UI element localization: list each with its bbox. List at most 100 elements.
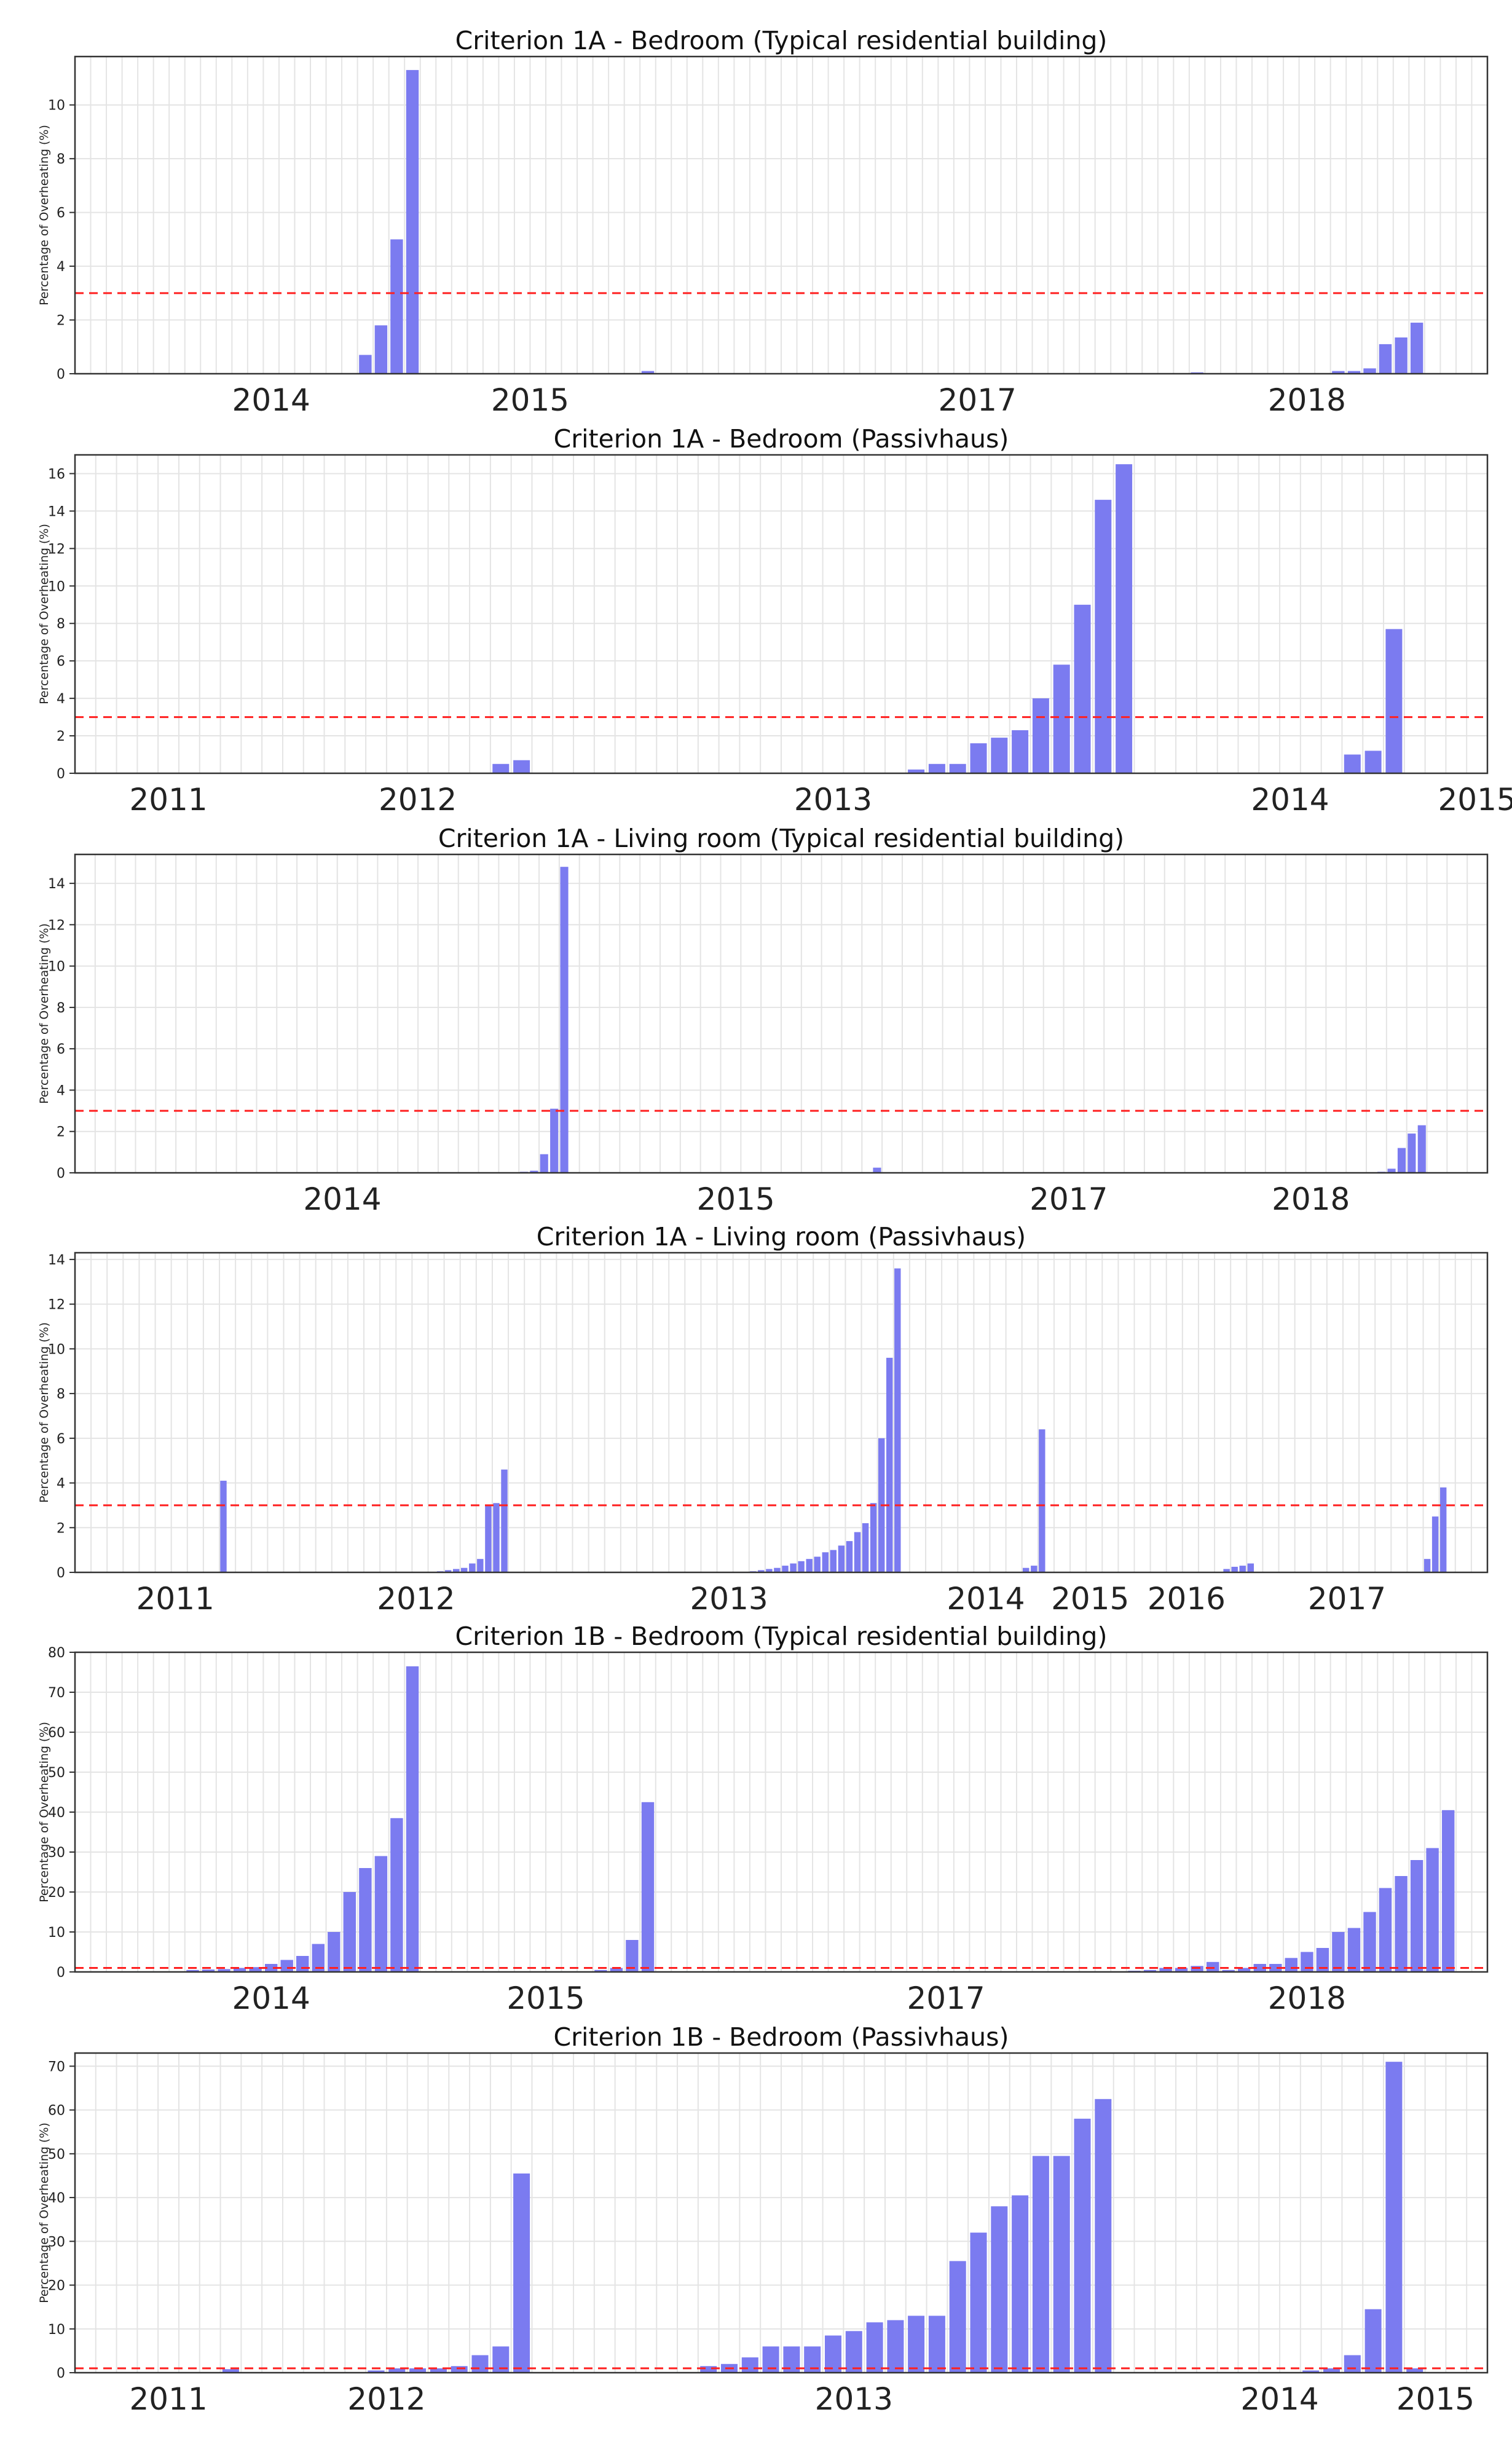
x-tick-label: 2015 — [491, 382, 569, 418]
bar — [1023, 1567, 1030, 1572]
y-tick-label: 4 — [57, 259, 65, 275]
bar — [1385, 629, 1403, 773]
x-tick-label: 2012 — [379, 782, 457, 818]
y-tick-label: 10 — [48, 1342, 65, 1357]
bar — [218, 1969, 230, 1972]
bar — [1031, 1566, 1038, 1572]
y-axis-label: Percentage of Overheating (%) — [37, 923, 51, 1104]
chart-title: Criterion 1A - Bedroom (Passivhaus) — [554, 424, 1009, 454]
bar — [1379, 1888, 1392, 1972]
x-tick-label: 2014 — [232, 1981, 310, 2016]
x-tick-label: 2014 — [947, 1581, 1025, 1617]
bar — [862, 1523, 869, 1572]
bar — [1253, 1964, 1266, 1972]
y-tick-label: 0 — [57, 1566, 65, 1581]
x-tick-label: 2014 — [1251, 782, 1329, 818]
bar — [700, 2366, 717, 2373]
plot-frame — [74, 55, 1489, 375]
x-tick-label: 2018 — [1268, 1981, 1346, 2016]
bar — [854, 1532, 861, 1572]
x-tick-label: 2017 — [1030, 1181, 1108, 1217]
bar — [928, 763, 945, 773]
bar — [550, 1108, 559, 1173]
bar — [741, 2357, 758, 2373]
y-tick-label: 8 — [57, 1001, 65, 1016]
bar — [1344, 2355, 1361, 2373]
bar — [492, 763, 510, 773]
bar — [774, 1567, 781, 1572]
y-tick-label: 10 — [48, 98, 65, 114]
x-tick-label: 2017 — [907, 1981, 985, 2016]
x-tick-label: 2014 — [1240, 2381, 1318, 2417]
chart-panel-3: 0 2 4 6 8 10 12 14 Percentage of Overheating (%)… — [37, 824, 1489, 1217]
y-tick-label: 16 — [48, 467, 65, 482]
bar — [485, 1505, 492, 1572]
bar — [1039, 1429, 1045, 1572]
bar — [430, 2368, 447, 2373]
bar — [328, 1932, 341, 1972]
y-tick-label: 6 — [57, 1042, 65, 1057]
bar — [1344, 754, 1361, 773]
x-tick-label: 2016 — [1148, 1581, 1226, 1617]
bar — [928, 2316, 945, 2373]
bar — [626, 1940, 639, 1972]
bar — [368, 2370, 385, 2373]
bar — [312, 1944, 325, 1972]
y-tick-label: 8 — [57, 617, 65, 632]
bar — [790, 1563, 797, 1572]
y-axis-label: Percentage of Overheating (%) — [37, 125, 51, 306]
bar — [220, 1480, 227, 1572]
bar — [233, 1968, 246, 1972]
bar — [451, 2366, 468, 2373]
x-tick-label: 2011 — [129, 2381, 207, 2417]
bar — [343, 1892, 356, 1972]
bar — [1347, 371, 1361, 374]
y-tick-label: 20 — [48, 2279, 65, 2294]
plot-frame — [74, 853, 1489, 1174]
bar — [610, 1968, 623, 1972]
bar — [359, 1868, 372, 1972]
y-tick-label: 2 — [57, 1125, 65, 1140]
bar — [406, 69, 419, 374]
x-tick-label: 2013 — [794, 782, 872, 818]
y-tick-label: 4 — [57, 1083, 65, 1098]
bar — [1143, 1969, 1157, 1973]
y-tick-label: 80 — [48, 1646, 65, 1661]
y-tick-label: 14 — [48, 877, 65, 892]
y-axis-label: Percentage of Overheating (%) — [37, 1322, 51, 1503]
bar — [845, 2331, 862, 2373]
chart-panel-2: 0 2 4 6 8 10 12 14 16 Percentage of Overheating (… — [37, 424, 1512, 818]
bar — [1012, 2195, 1029, 2373]
y-tick-label: 30 — [48, 1845, 65, 1861]
bar — [830, 1550, 837, 1572]
x-tick-label: 2018 — [1272, 1181, 1350, 1217]
y-tick-label: 10 — [48, 1925, 65, 1941]
y-tick-label: 4 — [57, 692, 65, 707]
y-tick-label: 12 — [48, 1298, 65, 1313]
bar — [390, 239, 403, 374]
bar — [1222, 1969, 1235, 1973]
bar — [1238, 1968, 1251, 1972]
bar — [1231, 1566, 1238, 1572]
bar — [1426, 1848, 1439, 1972]
bar — [1116, 464, 1133, 773]
bar — [1316, 1948, 1329, 1972]
x-tick-label: 2018 — [1268, 382, 1346, 418]
x-tick-label: 2014 — [232, 382, 310, 418]
chart-panel-6: 0 10 20 30 40 50 60 70 Percentage of Overheating… — [37, 2022, 1489, 2417]
bar — [894, 1268, 901, 1572]
chart-panel-1: 0 2 4 6 8 10 Percentage of Overheating (%) 2014… — [37, 26, 1489, 418]
bar — [822, 1552, 829, 1572]
y-tick-label: 6 — [57, 1432, 65, 1447]
bar — [471, 2355, 489, 2373]
bar — [222, 2369, 239, 2373]
bar — [641, 1802, 655, 1973]
y-tick-label: 0 — [57, 767, 65, 782]
bar — [870, 1503, 877, 1572]
y-axis-label: Percentage of Overheating (%) — [37, 1722, 51, 1902]
y-tick-label: 8 — [57, 1387, 65, 1402]
bar — [1247, 1563, 1254, 1572]
bar — [1053, 664, 1070, 773]
bar — [249, 1967, 262, 1972]
